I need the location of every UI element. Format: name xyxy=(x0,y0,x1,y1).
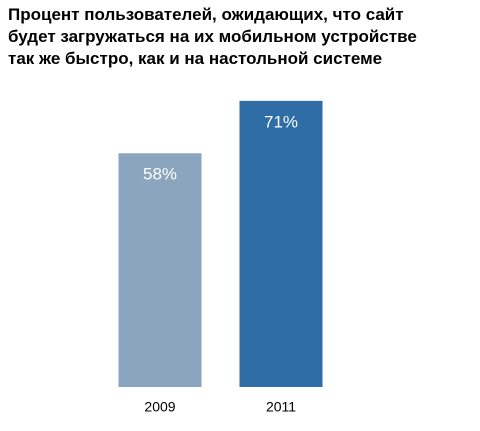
chart-title: Процент пользователей, ожидающих, что са… xyxy=(8,5,417,68)
x-tick-label: 2011 xyxy=(266,399,296,415)
value-label: 71% xyxy=(264,112,298,131)
bar xyxy=(118,153,202,387)
bar xyxy=(239,100,323,388)
value-label: 58% xyxy=(143,165,177,184)
x-tick-label: 2009 xyxy=(144,399,175,415)
